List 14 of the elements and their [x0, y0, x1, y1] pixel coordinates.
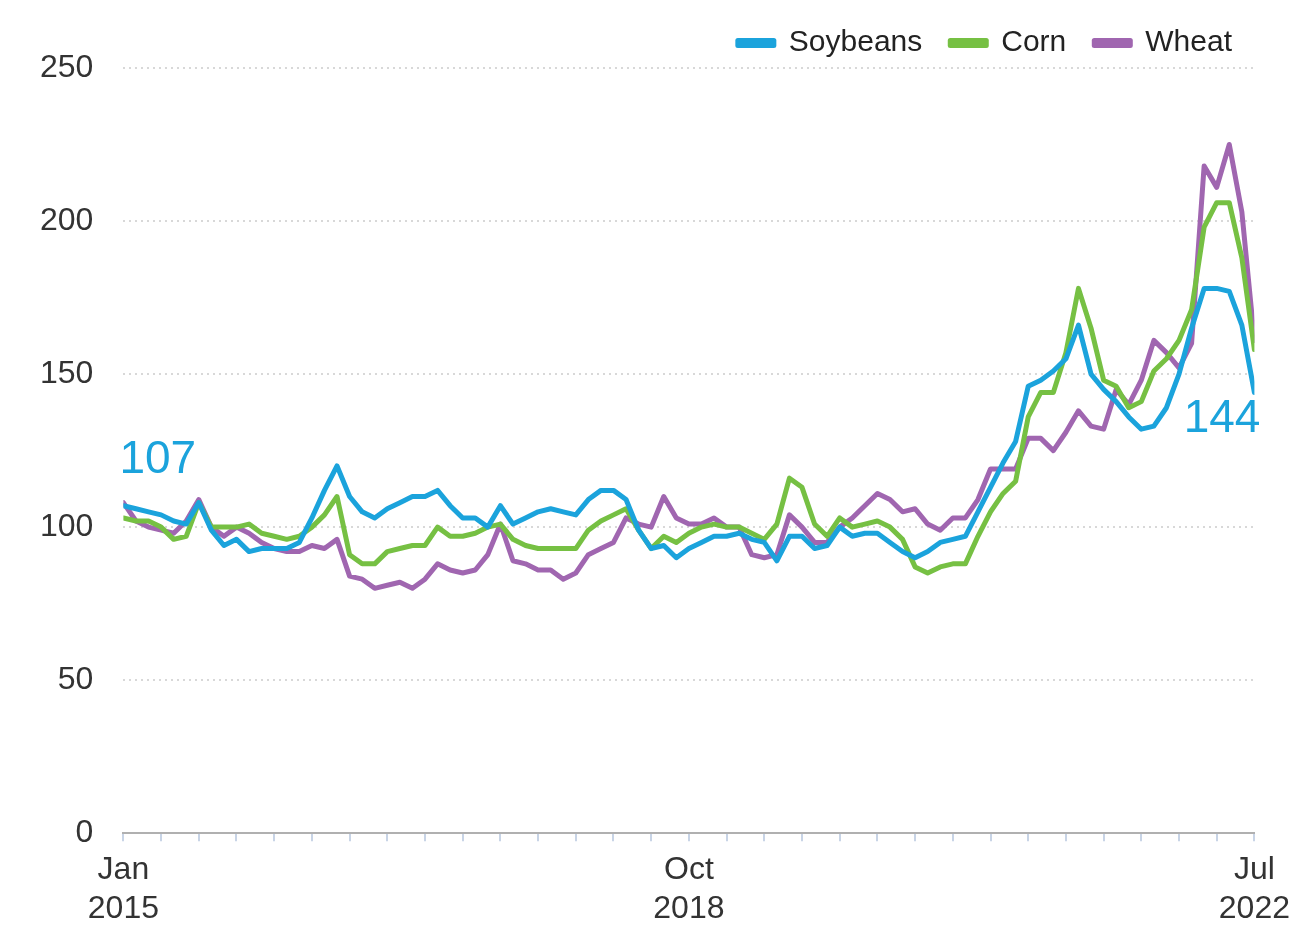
y-tick-label: 200 [40, 200, 94, 237]
x-tick-label: Jan 2015 [87, 850, 159, 925]
legend-label: Wheat [1145, 24, 1233, 58]
y-tick-label: 150 [40, 353, 94, 390]
y-tick-label: 100 [40, 506, 94, 543]
x-tick-label: Oct 2018 [653, 850, 725, 925]
y-tick-label: 250 [40, 47, 94, 84]
x-tick-label: Jul 2022 [1218, 850, 1290, 925]
legend-label: Soybeans [788, 24, 923, 58]
legend-label: Corn [1001, 24, 1067, 58]
y-tick-label: 0 [75, 813, 94, 850]
data-label: 144 [1183, 390, 1261, 443]
data-label: 107 [119, 431, 197, 484]
y-tick-label: 50 [57, 659, 94, 696]
